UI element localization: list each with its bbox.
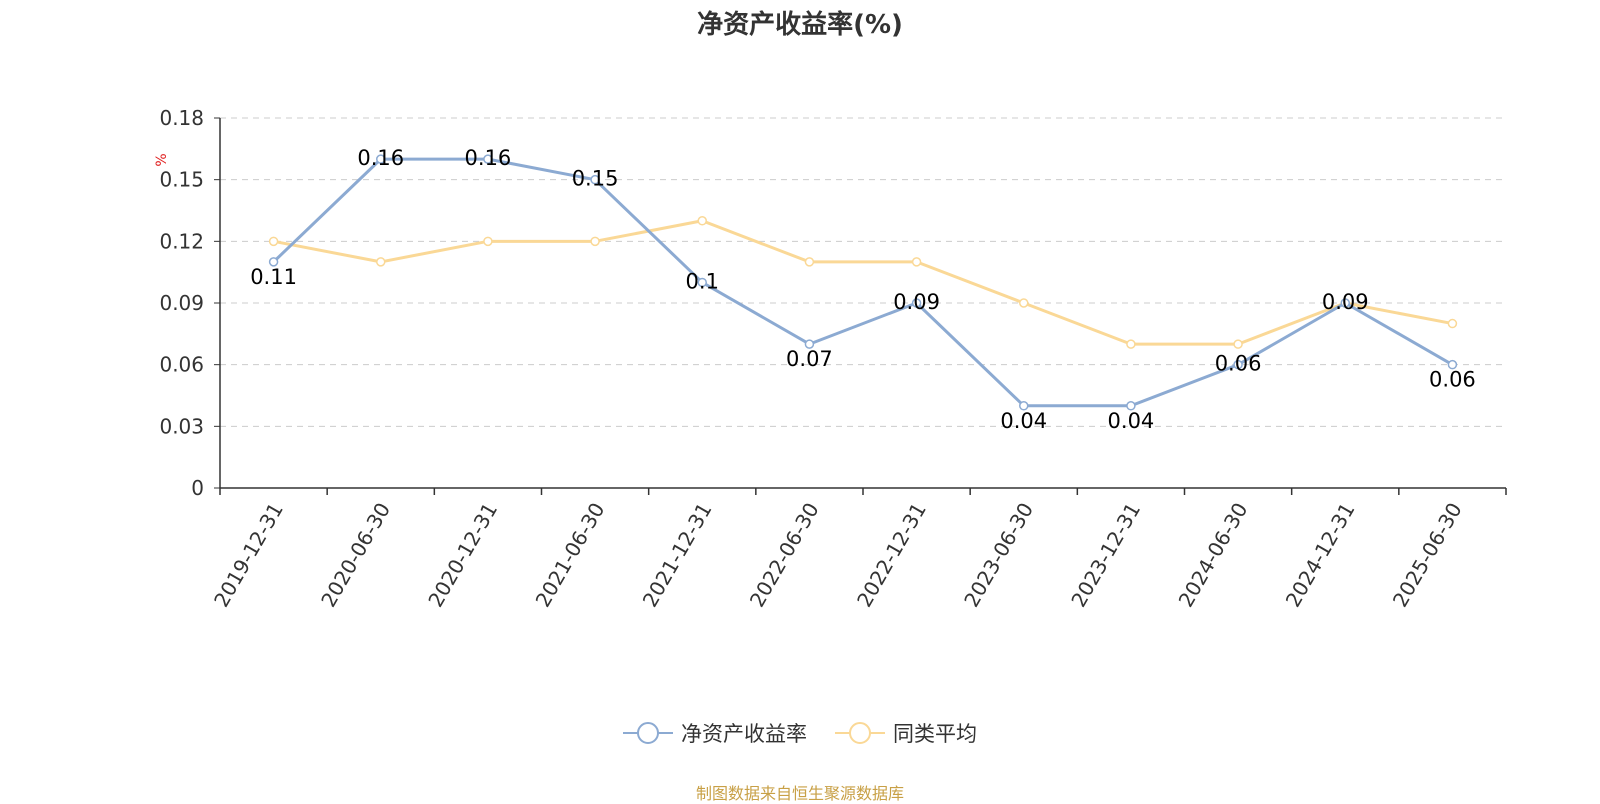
legend-item-series-2[interactable]: 同类平均	[835, 718, 977, 748]
series-2-point	[590, 236, 600, 247]
x-tick-label: 2019-12-31	[209, 499, 288, 612]
series-2-point	[804, 257, 815, 267]
series-2-point	[697, 216, 707, 226]
series-2-point	[1126, 339, 1136, 349]
data-label: 0.09	[1322, 290, 1369, 314]
series-1-point	[1019, 401, 1029, 411]
series-1-point	[590, 174, 600, 185]
source-note: 制图数据来自恒生聚源数据库	[695, 784, 904, 803]
series-2-point	[1233, 339, 1243, 349]
data-label: 0.06	[1215, 352, 1262, 376]
x-tick-label: 2022-06-30	[745, 499, 824, 612]
y-tick-label: 0.03	[159, 414, 204, 438]
data-label: 0.04	[1000, 409, 1047, 433]
chart-title: 净资产收益率(%)	[697, 10, 903, 40]
series-1-point	[483, 154, 493, 164]
data-label: 0.07	[786, 347, 833, 371]
x-tick-label: 2023-12-31	[1066, 499, 1145, 612]
legend-label-series-2: 同类平均	[893, 722, 977, 746]
y-tick-label: 0.12	[159, 229, 204, 253]
series-2-point	[268, 236, 279, 247]
y-tick-label: 0.15	[159, 168, 204, 192]
x-tick-label: 2024-06-30	[1174, 499, 1253, 612]
series-1-point	[804, 339, 815, 349]
data-label: 0.16	[357, 146, 404, 170]
x-tick-label: 2025-06-30	[1388, 499, 1467, 612]
legend-item-series-1[interactable]: 净资产收益率	[623, 718, 807, 748]
y-tick-label: 0	[191, 476, 204, 500]
series-1-point	[1233, 359, 1243, 370]
y-tick-label: 0.18	[159, 106, 204, 130]
y-tick-label: 0.09	[159, 291, 204, 315]
series-line-2	[273, 219, 1453, 346]
x-tick-label: 2022-12-31	[852, 498, 931, 611]
data-label: 0.1	[686, 269, 719, 293]
x-tick-label: 2021-06-30	[531, 499, 610, 612]
series-2-point	[483, 236, 493, 247]
series-1-point	[697, 277, 707, 288]
x-tick-label: 2020-06-30	[316, 499, 395, 612]
legend-label-series-1: 净资产收益率	[681, 722, 807, 746]
series-2-point	[376, 257, 386, 267]
data-label: 0.11	[250, 265, 297, 289]
x-tick-label: 2021-12-31	[638, 499, 717, 612]
y-unit-label: %	[154, 153, 170, 166]
data-label: 0.04	[1108, 409, 1155, 433]
legend-marker-series-2	[835, 722, 885, 744]
series-1-point	[376, 154, 386, 164]
legend: 净资产收益率 同类平均	[0, 718, 1600, 748]
data-label: 0.09	[893, 290, 940, 314]
legend-marker-series-1	[623, 722, 673, 744]
series-1-point	[1447, 359, 1458, 370]
data-label: 0.16	[465, 146, 512, 170]
series-1-point	[1126, 401, 1136, 411]
series-2-point	[911, 257, 922, 267]
series-2-point	[1019, 298, 1029, 308]
x-tick-label: 2024-12-31	[1281, 499, 1360, 612]
data-label: 0.15	[572, 167, 619, 191]
series-line-1	[272, 157, 1454, 408]
series-1-point	[911, 298, 922, 308]
y-tick-label: 0.06	[159, 353, 204, 377]
series-2-point	[1447, 318, 1458, 329]
series-1-point	[268, 257, 279, 267]
series-1-point	[1340, 298, 1350, 308]
data-label: 0.06	[1429, 368, 1476, 392]
x-tick-label: 2020-12-31	[423, 498, 502, 611]
x-tick-label: 2023-06-30	[959, 499, 1038, 612]
